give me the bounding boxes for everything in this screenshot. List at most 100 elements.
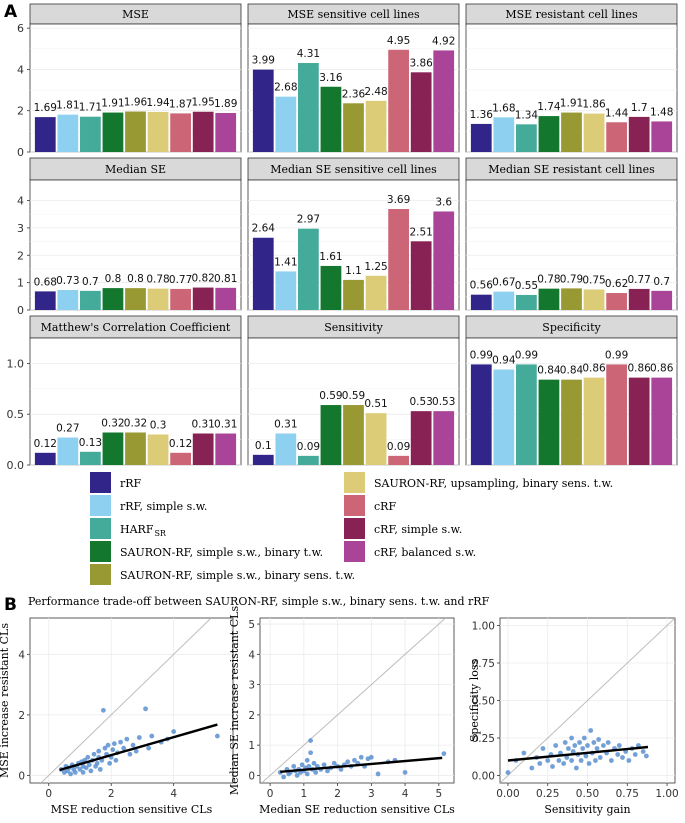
bar-8	[192, 287, 214, 310]
data-point	[643, 753, 649, 759]
data-point	[550, 764, 555, 769]
bar-2	[57, 437, 79, 465]
y-axis-label: Specificity loss	[468, 658, 481, 742]
bar-9	[215, 433, 237, 465]
data-point	[556, 758, 562, 763]
bar-6	[147, 288, 169, 310]
data-label: 0.31	[191, 419, 214, 431]
bar-2	[275, 96, 297, 152]
data-point	[308, 738, 314, 744]
data-label: 0.79	[560, 273, 583, 285]
data-point	[124, 736, 130, 742]
data-point	[345, 759, 351, 765]
data-point	[640, 749, 646, 754]
data-point	[107, 760, 113, 766]
data-label: 0.09	[387, 441, 410, 453]
data-point	[615, 752, 621, 757]
bar-2	[275, 271, 297, 310]
data-point	[214, 733, 220, 739]
bar-1	[34, 291, 56, 310]
data-label: 1.34	[515, 109, 539, 121]
data-point	[86, 762, 92, 768]
y-tick-label: 0.50	[472, 696, 495, 708]
y-tick-label: 1	[248, 740, 255, 752]
x-tick-label: 2	[108, 788, 115, 800]
legend-swatch	[344, 518, 365, 539]
legend-label: SAURON-RF, simple s.w., binary t.w.	[120, 546, 323, 559]
bar-8	[410, 241, 432, 310]
data-point	[304, 771, 310, 777]
data-label: 1.71	[79, 102, 102, 114]
data-label: 0.99	[470, 349, 493, 361]
legend-item-7: cRF	[344, 495, 396, 516]
bar-5	[343, 405, 364, 465]
y-tick-label: 0.00	[472, 771, 495, 783]
data-label: 0.13	[79, 437, 102, 449]
bar-5	[343, 279, 364, 310]
data-point	[291, 763, 297, 769]
bar-5	[561, 379, 582, 465]
data-point	[127, 751, 133, 757]
bar-8	[628, 116, 650, 152]
data-point	[545, 758, 551, 763]
legend-item-8: cRF, simple s.w.	[344, 518, 462, 539]
data-point	[569, 758, 574, 763]
data-label: 0.09	[297, 441, 320, 453]
data-point	[100, 707, 106, 713]
data-point	[581, 735, 587, 741]
y-tick-label: 0	[248, 770, 255, 782]
data-label: 0.81	[214, 273, 237, 285]
data-label: 0.86	[650, 363, 674, 375]
legend-label: SAURON-RF, simple s.w., binary sens. t.w…	[120, 569, 355, 582]
data-label: 1.91	[560, 98, 583, 110]
plot-area	[465, 179, 678, 311]
data-label: 0.32	[124, 417, 147, 429]
bar-4	[102, 288, 124, 310]
x-tick-label: 0.25	[536, 788, 559, 800]
bar-4	[320, 405, 342, 465]
x-tick-label: 0.00	[496, 788, 519, 800]
legend-label: rRF	[120, 477, 142, 490]
data-point	[111, 741, 117, 747]
data-point	[118, 739, 123, 745]
data-label: 2.68	[274, 82, 297, 94]
data-point	[136, 735, 142, 740]
data-point	[110, 747, 116, 753]
bar-8	[192, 111, 214, 152]
plot-content	[40, 618, 220, 783]
x-tick-label: 0.50	[576, 788, 599, 800]
data-label: 1.25	[364, 261, 387, 273]
data-point	[561, 761, 567, 766]
data-label: 0.56	[470, 280, 494, 292]
data-label: 0.67	[492, 277, 515, 289]
data-label: 0.27	[56, 423, 79, 435]
data-point	[83, 765, 89, 771]
data-label: 0.3	[150, 420, 167, 432]
data-point	[588, 728, 594, 733]
legend-swatch	[344, 541, 365, 562]
legend-item-1: rRF	[90, 472, 142, 493]
bar-9	[433, 211, 455, 310]
data-point	[133, 748, 139, 754]
data-label: 0.1	[255, 440, 272, 452]
bar-5	[125, 288, 146, 310]
data-point	[68, 771, 73, 777]
data-point	[91, 751, 97, 757]
data-label: 0.55	[515, 280, 538, 292]
data-label: 0.53	[432, 396, 455, 408]
data-label: 0.99	[515, 349, 538, 361]
legend-label: cRF	[374, 500, 396, 513]
data-label: 0.68	[34, 276, 57, 288]
data-label: 0.86	[627, 363, 651, 375]
legend-item-3: HARF SR	[90, 518, 167, 539]
bar-6	[147, 111, 169, 152]
data-point	[88, 768, 94, 774]
plot-area	[29, 617, 234, 784]
bar-5	[125, 111, 146, 152]
data-label: 1.7	[631, 102, 648, 114]
y-tick-label: 0	[17, 146, 24, 159]
legend-label: rRF, simple s.w.	[120, 500, 207, 513]
data-point	[585, 743, 590, 748]
